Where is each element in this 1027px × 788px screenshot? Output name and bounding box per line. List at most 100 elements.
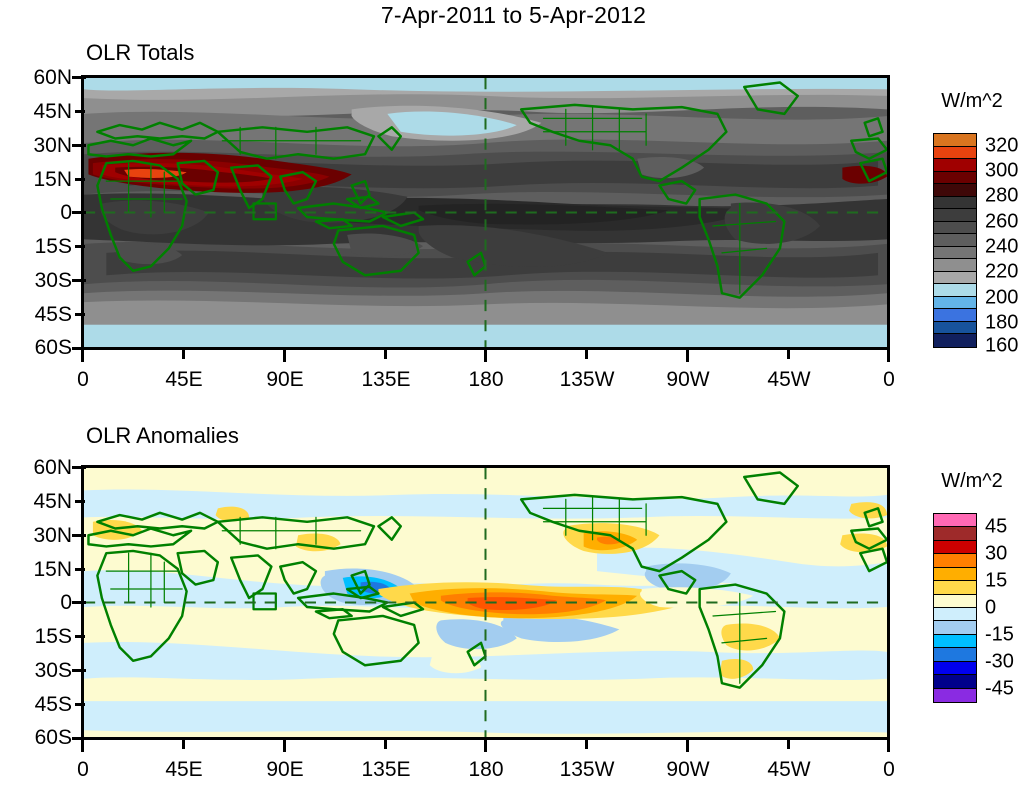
anomalies-colorbar-swatch-9 [934, 634, 976, 649]
anomalies-colorbar-swatch-13 [934, 688, 976, 702]
anom-cblabel-30: 30 [985, 542, 1008, 565]
xtick-label-90E-anom: 90E [266, 758, 304, 781]
xtick-135E [384, 350, 387, 359]
xtick-label-0-left-anom: 0 [77, 758, 89, 781]
xtick-90E [283, 350, 286, 362]
xtick-135W [585, 350, 588, 359]
totals-cblabel-220: 220 [985, 260, 1019, 283]
xtick-label-90W-anom: 90W [666, 758, 710, 781]
ytick-label-45N-anom: 45N [33, 490, 72, 513]
totals-colorbar-swatch-13 [934, 296, 976, 310]
xtick-label-0-right: 0 [883, 368, 895, 391]
anom-cblabel--30: -30 [985, 650, 1014, 673]
map-canvas-totals [84, 78, 887, 347]
ytick-15N-anom [75, 568, 85, 571]
totals-colorbar-swatch-10 [934, 259, 976, 272]
totals-cblabel-300: 300 [985, 159, 1019, 182]
anom-cblabel-15: 15 [985, 569, 1008, 592]
totals-colorbar-swatch-11 [934, 271, 976, 285]
xtick-135E-anom [384, 740, 387, 749]
xtick-label-135W: 135W [559, 368, 615, 391]
ytick-label-60S: 60S [34, 336, 72, 359]
anomalies-colorbar-bar[interactable] [933, 513, 977, 703]
ytick-30N-anom [72, 534, 86, 537]
totals-colorbar-swatch-5 [934, 196, 976, 210]
xtick-180-anom [484, 740, 487, 752]
ytick-60N [72, 76, 86, 79]
ytick-label-0: 0 [60, 201, 72, 224]
ytick-0 [72, 211, 86, 214]
ytick-label-15N-anom: 15N [33, 558, 72, 581]
totals-colorbar-units: W/m^2 [941, 90, 1003, 112]
xtick-180 [484, 350, 487, 362]
totals-colorbar[interactable]: W/m^2 320 300 280 260 240 220 200 180 16… [920, 90, 1027, 360]
xtick-90W-anom [686, 740, 689, 752]
totals-colorbar-swatch-2 [934, 159, 976, 172]
anomalies-colorbar[interactable]: W/m^2 45 30 15 0 -15 -30 -45 [920, 470, 1027, 730]
xtick-0-left [81, 350, 84, 362]
anom-cblabel-45: 45 [985, 515, 1008, 538]
totals-colorbar-swatch-9 [934, 246, 976, 260]
ytick-label-45S: 45S [34, 303, 72, 326]
xtick-label-135E: 135E [361, 368, 411, 391]
panel-title-olr-totals: OLR Totals [86, 40, 195, 65]
anomalies-colorbar-swatch-1 [934, 527, 976, 541]
panel-title-olr-anomalies: OLR Anomalies [86, 423, 239, 448]
xtick-label-180: 180 [468, 368, 504, 391]
ytick-label-30S: 30S [34, 269, 72, 292]
totals-colorbar-swatch-4 [934, 184, 976, 197]
xtick-label-135E-anom: 135E [361, 758, 411, 781]
anomalies-colorbar-swatch-11 [934, 661, 976, 676]
totals-colorbar-swatch-12 [934, 284, 976, 297]
totals-colorbar-bar[interactable] [933, 133, 977, 348]
totals-colorbar-swatch-6 [934, 209, 976, 222]
xtick-0-right [887, 350, 890, 362]
xtick-135W-anom [585, 740, 588, 749]
totals-colorbar-swatch-1 [934, 146, 976, 160]
ytick-15N [75, 178, 85, 181]
map-olr-totals[interactable] [81, 75, 890, 350]
ytick-label-45S-anom: 45S [34, 693, 72, 716]
figure-title: 7-Apr-2011 to 5-Apr-2012 [380, 2, 647, 28]
ytick-label-60S-anom: 60S [34, 726, 72, 749]
xtick-label-180-anom: 180 [468, 758, 504, 781]
xtick-0-left-anom [81, 740, 84, 752]
xtick-45E-anom [182, 740, 185, 749]
ytick-30S-anom [72, 669, 86, 672]
totals-colorbar-swatch-14 [934, 309, 976, 322]
totals-cblabel-320: 320 [985, 134, 1019, 157]
anomalies-colorbar-units: W/m^2 [941, 470, 1003, 492]
anom-cblabel--15: -15 [985, 623, 1014, 646]
xtick-45W [787, 350, 790, 359]
ytick-60S-anom [72, 737, 86, 740]
panel-olr-totals: OLR Totals [33, 40, 1027, 391]
totals-colorbar-swatch-16 [934, 334, 976, 347]
anomalies-colorbar-swatch-3 [934, 554, 976, 568]
map-olr-anomalies[interactable] [81, 465, 890, 740]
anomalies-colorbar-swatch-5 [934, 581, 976, 595]
ytick-60S [72, 347, 86, 350]
anomalies-colorbar-swatch-4 [934, 567, 976, 582]
xtick-0-right-anom [887, 740, 890, 752]
ytick-label-15S-anom: 15S [34, 625, 72, 648]
anomalies-colorbar-swatch-10 [934, 648, 976, 662]
ytick-30N [72, 144, 86, 147]
ytick-45N [75, 110, 85, 113]
totals-cblabel-260: 260 [985, 210, 1019, 233]
panel-olr-anomalies: OLR Anomalies [0, 390, 1027, 788]
ytick-label-15N: 15N [33, 168, 72, 191]
ytick-label-60N-anom: 60N [33, 456, 72, 479]
map-canvas-anomalies [84, 468, 887, 737]
anomalies-colorbar-swatch-12 [934, 675, 976, 689]
ytick-15S [75, 245, 85, 248]
ytick-45N-anom [75, 500, 85, 503]
ytick-45S [75, 313, 85, 316]
anomalies-colorbar-swatch-2 [934, 540, 976, 555]
xtick-label-45W: 45W [767, 368, 811, 391]
xtick-label-135W-anom: 135W [559, 758, 615, 781]
anomalies-colorbar-swatch-8 [934, 621, 976, 635]
ytick-45S-anom [75, 703, 85, 706]
xtick-label-90E: 90E [266, 368, 304, 391]
totals-cblabel-280: 280 [985, 184, 1019, 207]
ytick-label-30S-anom: 30S [34, 659, 72, 682]
